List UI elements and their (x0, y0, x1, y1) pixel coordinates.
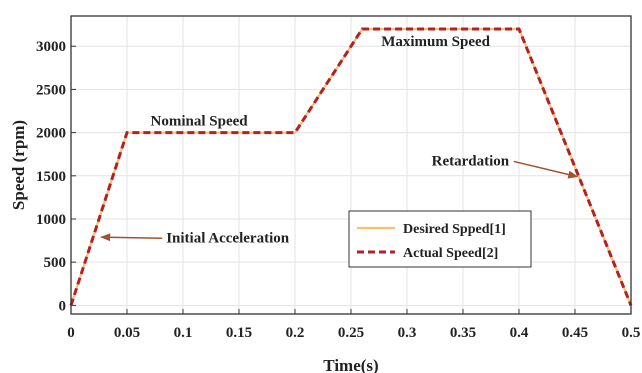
grid (70, 16, 632, 314)
x-tick-labels: 0 0.05 0.1 0.15 0.2 0.25 0.3 0.35 0.4 0.45 0.5 (67, 325, 640, 341)
x-tick-label: 0.45 (562, 325, 588, 341)
x-tick-label: 0.15 (226, 325, 252, 341)
x-tick-label: 0.1 (174, 325, 193, 341)
x-tick-label: 0.4 (510, 325, 529, 341)
x-tick-label: 0.35 (450, 325, 476, 341)
x-tick-label: 0.3 (398, 325, 417, 341)
annotations: Nominal Speed Maximum Speed Retardation Ini… (100, 34, 579, 246)
y-tick-label: 0 (59, 298, 67, 314)
x-axis-label: Time(s) (323, 356, 378, 373)
y-tick-label: 3000 (36, 39, 66, 55)
annotation-arrow (100, 233, 163, 242)
annotation-text: Maximum Speed (381, 34, 490, 50)
legend: Desired Spped[1] Actual Speed[2] (348, 210, 532, 268)
annotation-text: Retardation (432, 153, 510, 169)
legend-box (348, 210, 532, 268)
x-tick-label: 0.5 (622, 325, 641, 341)
y-tick-label: 1000 (36, 212, 66, 228)
legend-label: Desired Spped[1] (403, 222, 506, 237)
annotation-text: Nominal Speed (151, 114, 249, 130)
y-tick-label: 500 (44, 255, 67, 271)
annotation-arrow (513, 160, 579, 179)
x-tick-label: 0.2 (286, 325, 305, 341)
legend-label: Actual Speed[2] (403, 246, 498, 261)
y-tick-labels: 0 500 1000 1500 2000 2500 3000 (36, 39, 66, 314)
y-tick-label: 2500 (36, 82, 66, 98)
plot-frame (70, 15, 632, 315)
annotation-text: Initial Acceleration (166, 230, 290, 246)
series-lines (69, 27, 633, 306)
x-tick-label: 0.05 (114, 325, 140, 341)
series-line-2 (69, 27, 633, 306)
y-tick-label: 1500 (36, 169, 66, 185)
y-tick-label: 2000 (36, 126, 66, 142)
y-axis-label: Speed (rpm) (9, 120, 28, 210)
x-tick-label: 0.25 (338, 325, 364, 341)
x-tick-label: 0 (67, 325, 75, 341)
